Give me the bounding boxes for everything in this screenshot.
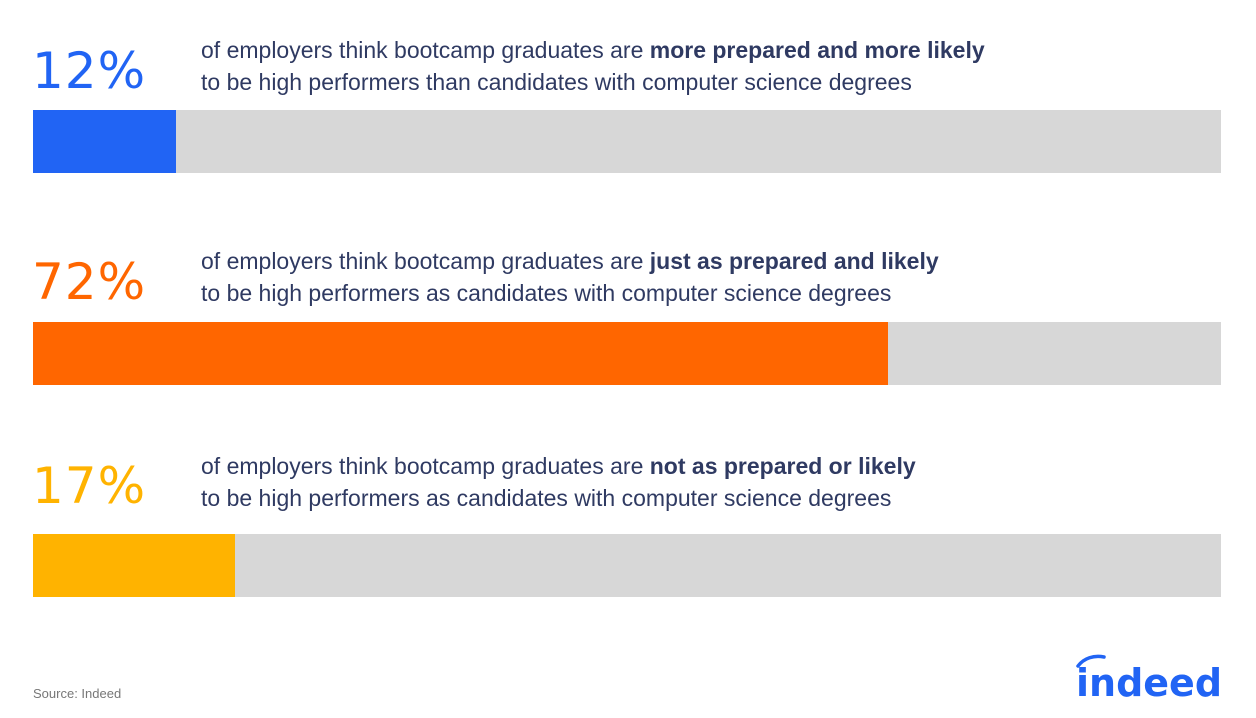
- bar-fill-2: [33, 322, 889, 385]
- description-1: of employers think bootcamp graduates ar…: [201, 34, 1201, 98]
- description-3-intro: of employers think bootcamp graduates ar…: [201, 453, 650, 479]
- bar-track-1: [33, 110, 1221, 173]
- percent-label-1: 12%: [32, 42, 147, 100]
- description-3: of employers think bootcamp graduates ar…: [201, 450, 1201, 514]
- source-note: Source: Indeed: [33, 686, 122, 701]
- logo-wordmark: indeed: [1076, 661, 1222, 700]
- bar-track-3: [33, 534, 1221, 597]
- description-2-intro: of employers think bootcamp graduates ar…: [201, 248, 650, 274]
- description-1-emphasis: more prepared and more likely: [649, 37, 985, 63]
- description-2: of employers think bootcamp graduates ar…: [201, 245, 1201, 309]
- indeed-logo: indeed: [1076, 654, 1222, 700]
- bar-fill-1: [33, 110, 176, 173]
- bar-track-2: [33, 322, 1221, 385]
- description-2-rest: to be high performers as candidates with…: [201, 280, 892, 306]
- description-3-rest: to be high performers as candidates with…: [201, 485, 892, 511]
- description-2-emphasis: just as prepared and likely: [649, 248, 939, 274]
- percent-label-3: 17%: [32, 457, 147, 515]
- percent-label-2: 72%: [32, 253, 147, 311]
- description-1-intro: of employers think bootcamp graduates ar…: [201, 37, 650, 63]
- logo-arc: [1076, 654, 1106, 668]
- description-3-emphasis: not as prepared or likely: [649, 453, 916, 479]
- description-1-rest: to be high performers than candidates wi…: [201, 69, 912, 95]
- bar-fill-3: [33, 534, 235, 597]
